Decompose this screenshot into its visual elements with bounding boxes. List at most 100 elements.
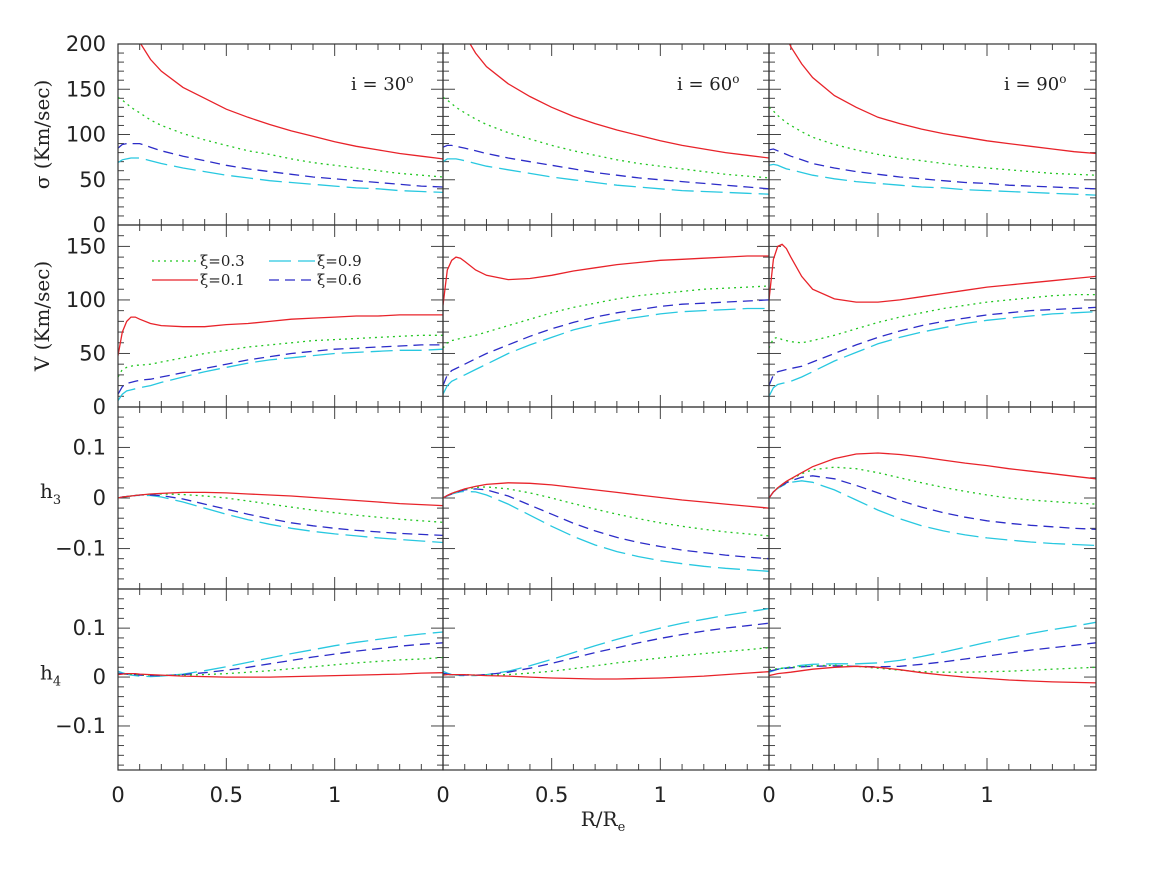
series-line-xi01 (118, 314, 443, 356)
series-group (769, 243, 1096, 397)
series-group (118, 314, 443, 401)
inclination-label: i = 30o (351, 72, 413, 95)
panel-h3-2 (442, 406, 770, 590)
legend: ξ=0.3ξ=0.1 ξ=0.9ξ=0.6 (152, 252, 362, 289)
series-line-xi09 (118, 157, 443, 194)
series-line-xi06 (443, 488, 769, 560)
series-line-xi01 (443, 671, 769, 680)
series-line-xi09 (443, 490, 769, 572)
series-group (118, 631, 443, 678)
y-axis-label: V (Km/sec) (30, 261, 54, 372)
series-group (118, 491, 443, 544)
panel-frame (768, 406, 1097, 590)
series-line-xi03 (443, 96, 769, 179)
panel-frame (768, 588, 1097, 771)
series-group (443, 255, 769, 395)
series-line-xi03 (443, 647, 769, 676)
series-line-xi06 (769, 306, 1096, 386)
series-line-xi03 (118, 493, 443, 523)
series-line-xi01 (769, 665, 1096, 684)
series-line-xi01 (769, 243, 1096, 303)
series-line-xi06 (443, 622, 769, 676)
y-tick-label: 0 (93, 395, 106, 419)
series-line-xi09 (443, 607, 769, 677)
panel-h3-3 (768, 406, 1097, 590)
panel-h4-2 (442, 588, 770, 771)
x-tick-label: 0 (436, 783, 449, 807)
x-tick-label: 1 (328, 783, 341, 807)
series-line-xi01 (469, 44, 769, 159)
y-tick-label: 0 (93, 213, 106, 237)
y-tick-label: 150 (66, 77, 106, 101)
series-line-xi06 (118, 142, 443, 188)
y-tick-label: 100 (66, 288, 106, 312)
series-line-xi03 (118, 334, 443, 378)
x-axis-label: R/Re (581, 807, 626, 835)
y-axis-label: σ (Km/sec) (30, 80, 54, 190)
x-tick-label: 0.5 (210, 783, 243, 807)
series-group (118, 44, 443, 194)
y-tick-label: 200 (66, 32, 106, 56)
panel-h4-1 (117, 588, 444, 771)
series-line-xi06 (118, 642, 443, 677)
series-line-xi01 (769, 452, 1096, 499)
panel-sigma-1: i = 30o (117, 43, 444, 226)
series-line-xi03 (118, 96, 443, 178)
y-tick-label: 50 (79, 341, 106, 365)
inclination-label: i = 90o (1004, 72, 1066, 95)
series-line-xi06 (769, 642, 1096, 672)
panel-frame (768, 224, 1097, 408)
x-tick-label: 0.5 (861, 783, 894, 807)
panel-frame (442, 406, 770, 590)
series-group (769, 621, 1096, 684)
series-line-xi09 (769, 311, 1096, 397)
series-line-xi01 (118, 491, 443, 507)
x-tick-label: 1 (980, 783, 993, 807)
inclination-label: i = 60o (677, 72, 739, 95)
x-tick-label: 1 (654, 783, 667, 807)
panel-V-3 (768, 224, 1097, 408)
series-line-xi03 (443, 285, 769, 349)
panel-sigma-3: i = 90o (768, 43, 1097, 226)
series-line-xi03 (443, 486, 769, 537)
legend-label: ξ=0.3 (200, 252, 245, 270)
series-line-xi09 (769, 163, 1096, 196)
panel-frame (768, 43, 1097, 226)
y-tick-label: 50 (79, 168, 106, 192)
y-axis-label: h4 (40, 661, 61, 690)
series-line-xi09 (443, 307, 769, 395)
series-line-xi01 (118, 672, 443, 678)
series-line-xi06 (118, 344, 443, 395)
y-tick-label: −0.1 (55, 714, 106, 738)
panel-h3-1 (117, 406, 444, 590)
y-tick-label: 0.1 (73, 616, 106, 640)
series-line-xi01 (140, 44, 443, 160)
legend-label: ξ=0.9 (317, 252, 362, 270)
series-line-xi09 (118, 631, 443, 678)
series-line-xi06 (769, 475, 1096, 530)
legend-label: ξ=0.1 (200, 271, 245, 289)
legend-label: ξ=0.6 (317, 271, 362, 289)
y-tick-label: 100 (66, 123, 106, 147)
panel-frame (117, 43, 444, 226)
y-tick-label: 0.1 (73, 435, 106, 459)
series-line-xi03 (769, 293, 1096, 349)
series-line-xi03 (118, 656, 443, 676)
y-axis-label: h3 (40, 479, 61, 508)
series-group (769, 44, 1096, 196)
x-tick-label: 0 (111, 783, 124, 807)
series-line-xi03 (769, 664, 1096, 673)
series-line-xi09 (769, 480, 1096, 547)
panel-frame (117, 588, 444, 771)
series-group (443, 44, 769, 195)
panel-V-2 (442, 224, 770, 408)
series-line-xi06 (118, 494, 443, 537)
series-group (769, 452, 1096, 547)
series-line-xi06 (443, 299, 769, 386)
series-group (443, 607, 769, 680)
panel-frame (442, 224, 770, 408)
series-line-xi09 (443, 158, 769, 195)
panel-V-1 (117, 224, 444, 408)
series-line-xi09 (769, 621, 1096, 673)
